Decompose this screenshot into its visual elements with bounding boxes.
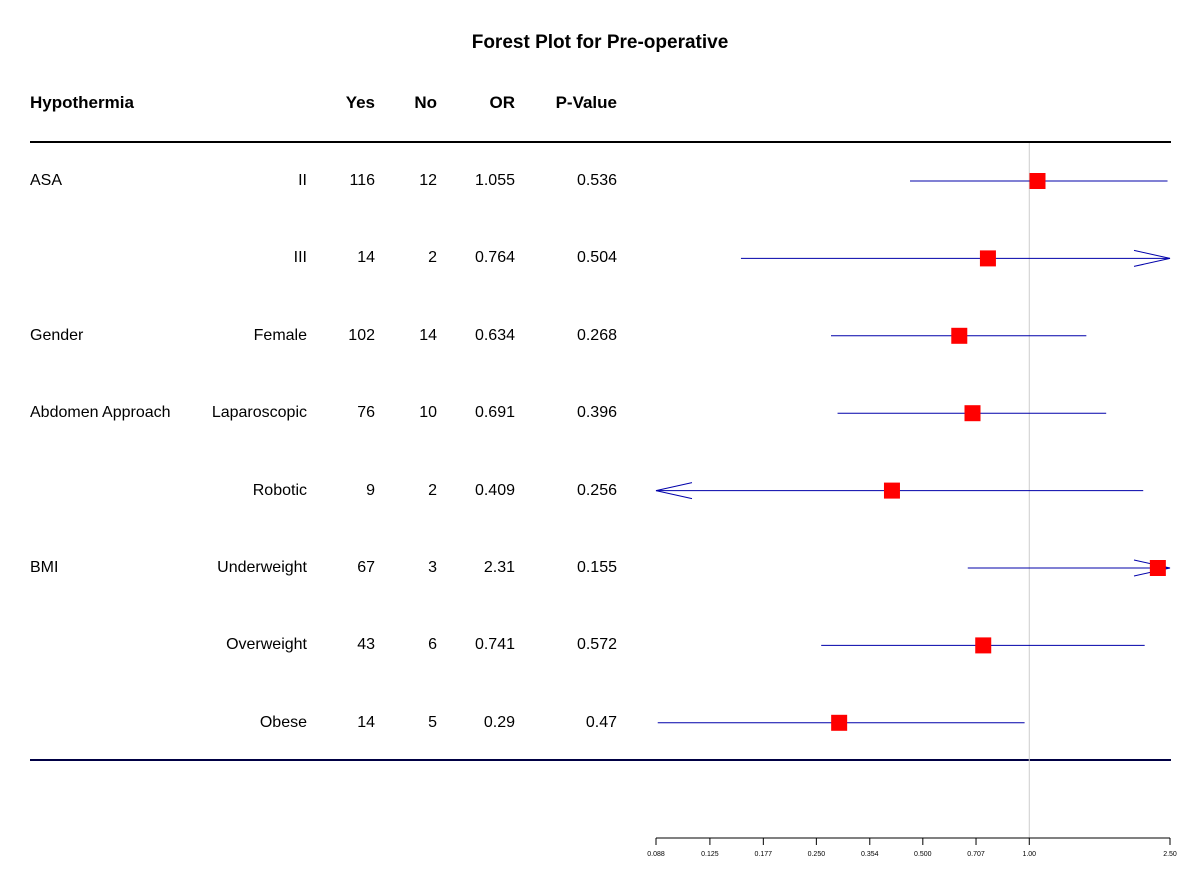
p-value-cell: 0.155 — [576, 559, 617, 576]
yes-cell: 76 — [357, 404, 375, 421]
x-tick-label: 0.250 — [808, 851, 826, 858]
level-cell: Female — [253, 327, 307, 344]
x-tick-label: 0.177 — [755, 851, 773, 858]
x-tick-label: 0.500 — [914, 851, 932, 858]
yes-cell: 14 — [357, 249, 375, 266]
odds-ratio-point — [975, 637, 992, 654]
x-tick-label: 0.125 — [701, 851, 719, 858]
no-cell: 14 — [419, 327, 437, 344]
odds-ratio-point — [1149, 560, 1166, 576]
x-tick-label: 0.707 — [967, 851, 985, 858]
no-cell: 5 — [428, 714, 437, 731]
level-cell: Laparoscopic — [211, 404, 307, 421]
yes-cell: 14 — [357, 714, 375, 731]
p-value-cell: 0.256 — [576, 482, 617, 499]
or-cell: 0.741 — [474, 636, 515, 653]
no-cell: 6 — [428, 636, 437, 653]
odds-ratio-point — [964, 405, 981, 422]
chart-title: Forest Plot for Pre-operative — [471, 32, 729, 53]
odds-ratio-point — [951, 327, 968, 344]
x-tick-label: 0.354 — [861, 851, 879, 858]
header-or: OR — [489, 93, 516, 112]
ci-arrow-right — [1133, 559, 1171, 577]
level-cell: Overweight — [226, 636, 307, 653]
yes-cell: 9 — [366, 482, 375, 499]
group-cell: BMI — [30, 559, 59, 576]
x-tick-label: 0.088 — [647, 851, 665, 858]
group-cell: Gender — [30, 327, 84, 344]
p-value-cell: 0.396 — [576, 404, 617, 421]
yes-cell: 43 — [357, 636, 375, 653]
header-p-value: P-Value — [555, 93, 617, 112]
or-cell: 1.055 — [474, 172, 515, 189]
header-yes: Yes — [345, 93, 375, 112]
yes-cell: 102 — [348, 327, 375, 344]
group-cell: Abdomen Approach — [30, 404, 171, 421]
odds-ratio-point — [979, 250, 996, 267]
or-cell: 0.764 — [474, 249, 515, 266]
level-cell: II — [298, 172, 307, 189]
or-cell: 0.409 — [474, 482, 515, 499]
x-tick-label: 2.50 — [1163, 851, 1177, 858]
p-value-cell: 0.504 — [576, 249, 617, 266]
top-rule — [30, 141, 1171, 143]
level-cell: Robotic — [252, 482, 307, 499]
odds-ratio-point — [831, 714, 848, 731]
no-cell: 2 — [428, 482, 437, 499]
ci-arrow-left — [655, 482, 693, 500]
header-no: No — [414, 93, 437, 112]
yes-cell: 116 — [349, 172, 375, 189]
or-cell: 0.634 — [474, 327, 515, 344]
level-cell: III — [293, 249, 307, 266]
level-cell: Obese — [259, 714, 307, 731]
or-cell: 2.31 — [483, 559, 515, 576]
or-cell: 0.29 — [483, 714, 515, 731]
p-value-cell: 0.536 — [576, 172, 617, 189]
yes-cell: 67 — [357, 559, 375, 576]
no-cell: 2 — [428, 249, 437, 266]
ci-arrow-right — [1133, 249, 1171, 267]
p-value-cell: 0.268 — [576, 327, 617, 344]
no-cell: 12 — [419, 172, 437, 189]
p-value-cell: 0.47 — [585, 714, 617, 731]
level-cell: Underweight — [217, 559, 307, 576]
no-cell: 10 — [419, 404, 437, 421]
odds-ratio-point — [1029, 173, 1046, 189]
p-value-cell: 0.572 — [576, 636, 617, 653]
bottom-rule — [30, 759, 1171, 761]
odds-ratio-point — [883, 482, 900, 499]
or-cell: 0.691 — [474, 404, 515, 421]
x-tick-label: 1.00 — [1022, 851, 1036, 858]
group-cell: ASA — [30, 172, 63, 189]
header-hypothermia: Hypothermia — [30, 93, 134, 112]
no-cell: 3 — [428, 559, 437, 576]
